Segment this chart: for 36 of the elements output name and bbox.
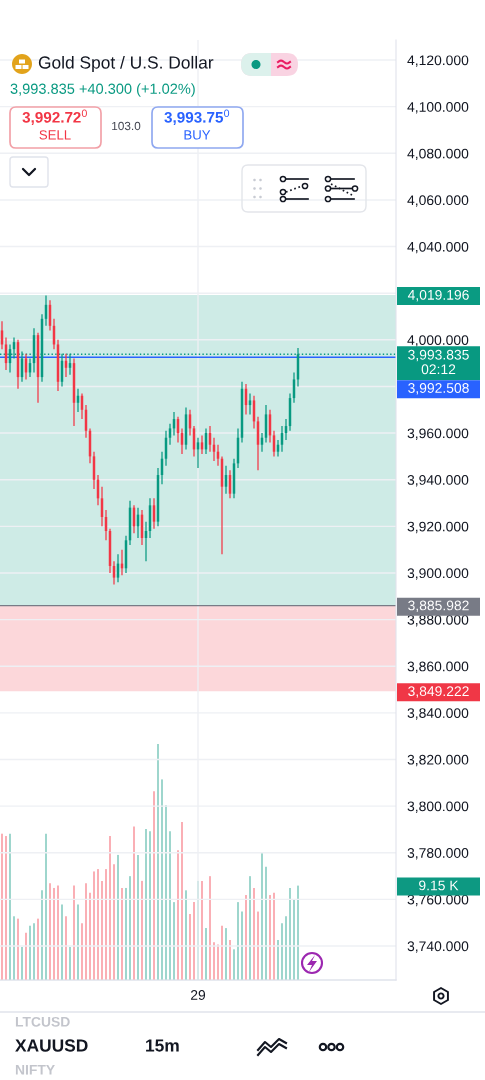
annotation: SELL [39, 130, 71, 140]
annotation: BUY [184, 130, 211, 140]
y-tick-label: 4,000.000 [407, 335, 469, 347]
text: 15m [146, 1039, 179, 1052]
y-tick-label: 3,920.000 [407, 521, 469, 534]
text: 9.15 K [419, 880, 459, 891]
text: Gold Spot / U.S. Dollar [38, 55, 214, 73]
y-tick-label: 3,840.000 [407, 708, 469, 720]
y-tick-label: 3,740.000 [407, 941, 469, 953]
text: NIFTY [15, 1065, 55, 1075]
annotation: 103.0 [112, 121, 141, 131]
y-tick-label: 3,780.000 [407, 848, 469, 860]
y-tick-label: 3,900.000 [407, 568, 469, 580]
annotation: 3,992.72$^{0}$ [22, 109, 87, 125]
text: LTCUSD [15, 1016, 70, 1027]
x-tick-label: 29 [190, 990, 206, 1000]
band-label: 4,019.196 [407, 289, 469, 302]
y-tick-label: 3,820.000 [407, 754, 469, 767]
y-tick-label: 3,880.000 [407, 614, 469, 627]
text: 3,993.835 +40.300 (+1.02%) [10, 83, 195, 97]
y-tick-label: 4,080.000 [407, 148, 469, 161]
y-tick-label: 4,100.000 [407, 102, 469, 114]
band-label: 3,849.222 [408, 686, 469, 698]
y-tick-label: 4,120.000 [407, 55, 469, 67]
ref-line-label: 3,885.982 [408, 600, 469, 612]
y-tick-label: 3,940.000 [407, 475, 469, 487]
y-tick-label: 3,960.000 [407, 428, 469, 440]
annotation: 3,993.75$^{0}$ [164, 109, 230, 125]
y-tick-label: 3,800.000 [407, 801, 469, 813]
text: XAUUSD [15, 1039, 88, 1052]
ref-line-label: 3,992.508 [408, 383, 469, 395]
y-tick-label: 3,860.000 [407, 661, 469, 674]
y-tick-label: 4,060.000 [407, 195, 469, 207]
y-tick-label: 3,760.000 [407, 894, 469, 907]
y-tick-label: 4,040.000 [407, 241, 469, 254]
ref-line-label: 3,993.835 02:12 [408, 349, 469, 375]
